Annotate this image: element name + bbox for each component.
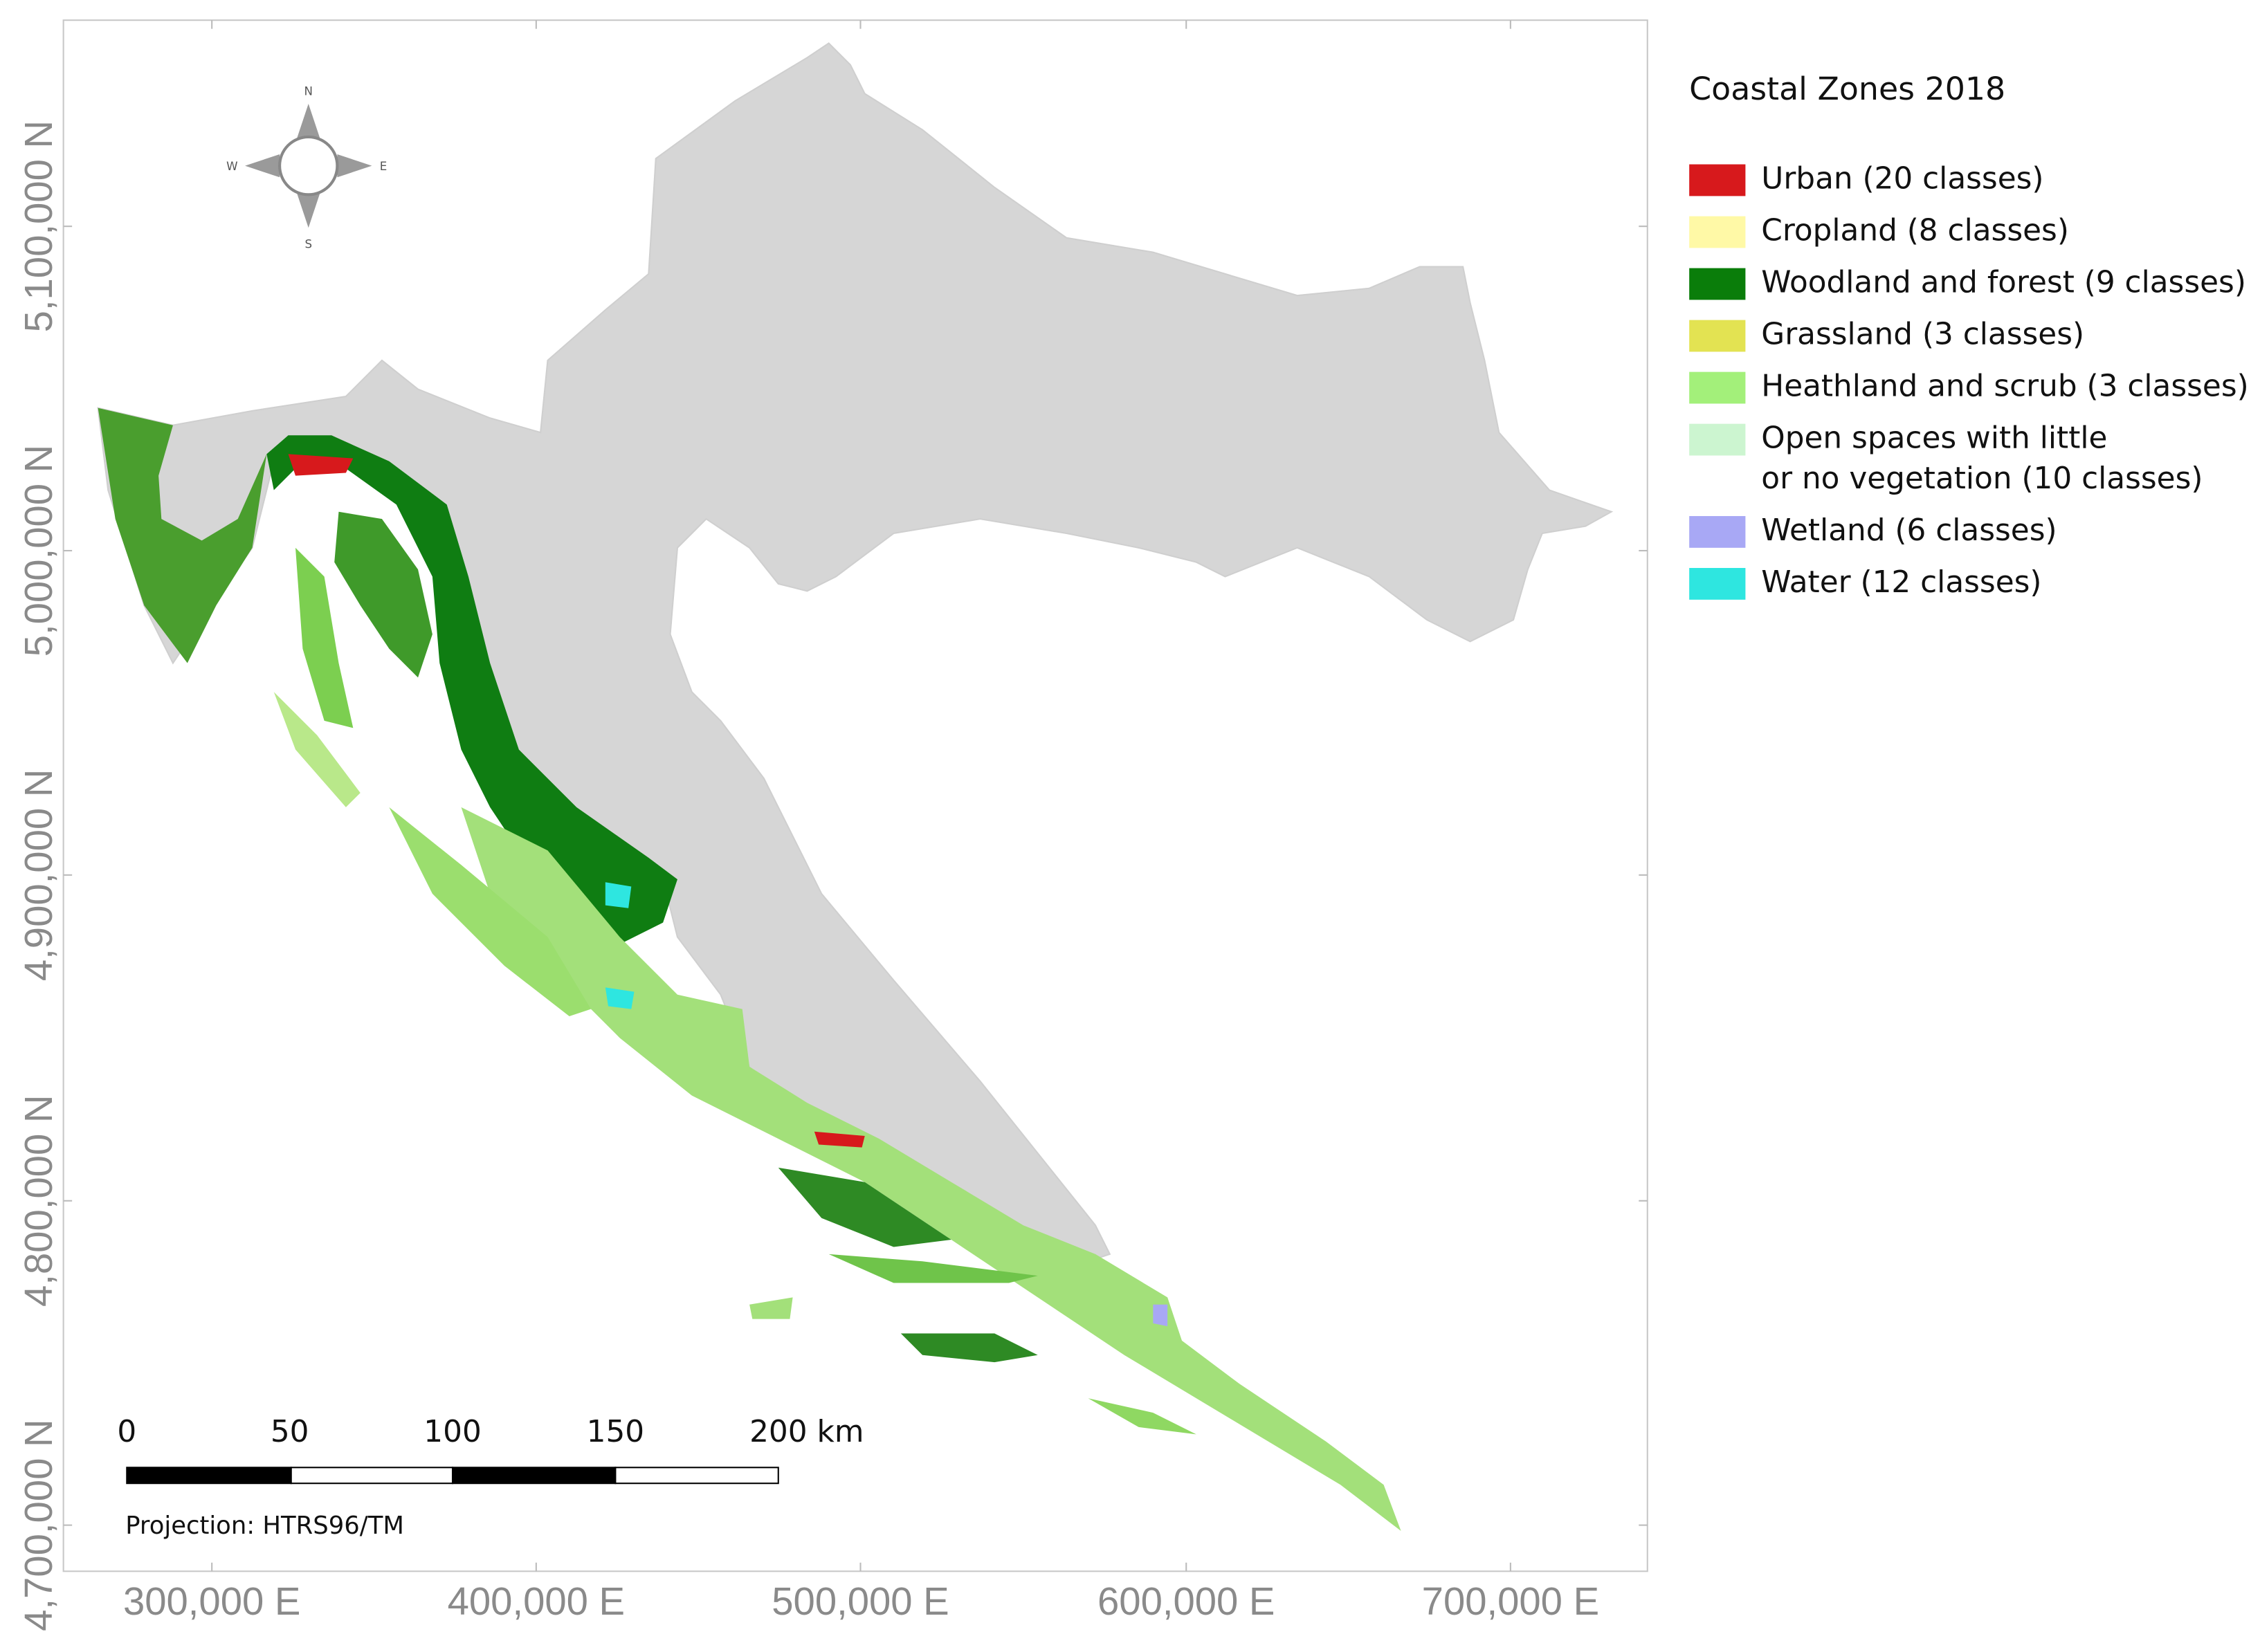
- legend-swatch: [1689, 568, 1746, 600]
- x-grid-label: 300,000 E: [123, 1579, 300, 1623]
- x-grid-label: 400,000 E: [448, 1579, 625, 1623]
- compass-s: S: [304, 237, 312, 250]
- zone-island: [273, 692, 361, 807]
- x-grid-label: 600,000 E: [1097, 1579, 1275, 1623]
- legend-swatch: [1689, 268, 1746, 300]
- zone-island: [749, 1297, 793, 1319]
- zone-islands-north: [334, 511, 432, 678]
- legend-label: Open spaces with little: [1761, 421, 2107, 456]
- legend-title: Coastal Zones 2018: [1689, 70, 2005, 107]
- zone-istria: [98, 407, 267, 663]
- y-grid-label: 4,700,000 N: [17, 1419, 60, 1631]
- scale-segment: [126, 1467, 292, 1485]
- compass-ring: [278, 135, 339, 196]
- y-grid-label: 5,100,000 N: [17, 120, 60, 333]
- compass-points: [245, 104, 372, 228]
- legend-label: Wetland (6 classes): [1761, 513, 2057, 548]
- legend-swatch: [1689, 371, 1746, 404]
- legend-label: Grassland (3 classes): [1761, 317, 2084, 352]
- legend-label: Water (12 classes): [1761, 565, 2041, 600]
- legend-swatch: [1689, 515, 1746, 548]
- zone-water: [605, 987, 635, 1009]
- scale-segment: [290, 1467, 454, 1485]
- y-grid-label: 4,800,000 N: [17, 1094, 60, 1307]
- zone-coast-mixed: [461, 807, 1401, 1531]
- scale-segment: [614, 1467, 779, 1485]
- y-grid-label: 5,000,000 N: [17, 445, 60, 657]
- legend-label: Urban (20 classes): [1761, 160, 2043, 196]
- frame-ticks: [63, 20, 1648, 1572]
- zone-island: [900, 1333, 1038, 1363]
- zone-coast-forest: [266, 435, 677, 944]
- zone-urban: [288, 454, 354, 476]
- compass-n: N: [304, 85, 313, 98]
- scale-label: 50: [271, 1414, 309, 1449]
- legend-swatch: [1689, 216, 1746, 248]
- legend-label: Woodland and forest (9 classes): [1761, 264, 2246, 300]
- projection-note: Projection: HTRS96/TM: [125, 1512, 404, 1540]
- zone-island: [778, 1167, 951, 1247]
- x-grid-label: 700,000 E: [1422, 1579, 1599, 1623]
- north-arrow: N S E W: [226, 85, 387, 251]
- compass-w: W: [226, 160, 237, 173]
- legend-swatch: [1689, 164, 1746, 196]
- zone-island: [1088, 1398, 1196, 1435]
- coastal-zones: [98, 407, 1401, 1531]
- scale-label: 100: [423, 1414, 481, 1449]
- zone-island: [295, 547, 354, 728]
- zone-water: [605, 882, 632, 908]
- compass-e: E: [380, 160, 388, 173]
- zone-island: [828, 1254, 1038, 1283]
- legend-label: Heathland and scrub (3 classes): [1761, 369, 2248, 404]
- zone-wetland: [1153, 1304, 1168, 1327]
- scale-bar: [126, 1467, 779, 1485]
- legend-label: or no vegetation (10 classes): [1761, 461, 2203, 496]
- legend-label: Cropland (8 classes): [1761, 212, 2069, 248]
- scale-label: 0: [117, 1414, 136, 1449]
- scale-label: 200 km: [749, 1414, 864, 1449]
- x-grid-label: 500,000 E: [772, 1579, 949, 1623]
- zone-urban: [814, 1131, 865, 1148]
- zone-island: [389, 807, 591, 1017]
- legend-swatch: [1689, 423, 1746, 456]
- scale-label: 150: [587, 1414, 644, 1449]
- y-grid-label: 4,900,000 N: [17, 769, 60, 982]
- scale-segment: [451, 1467, 617, 1485]
- legend-swatch: [1689, 320, 1746, 352]
